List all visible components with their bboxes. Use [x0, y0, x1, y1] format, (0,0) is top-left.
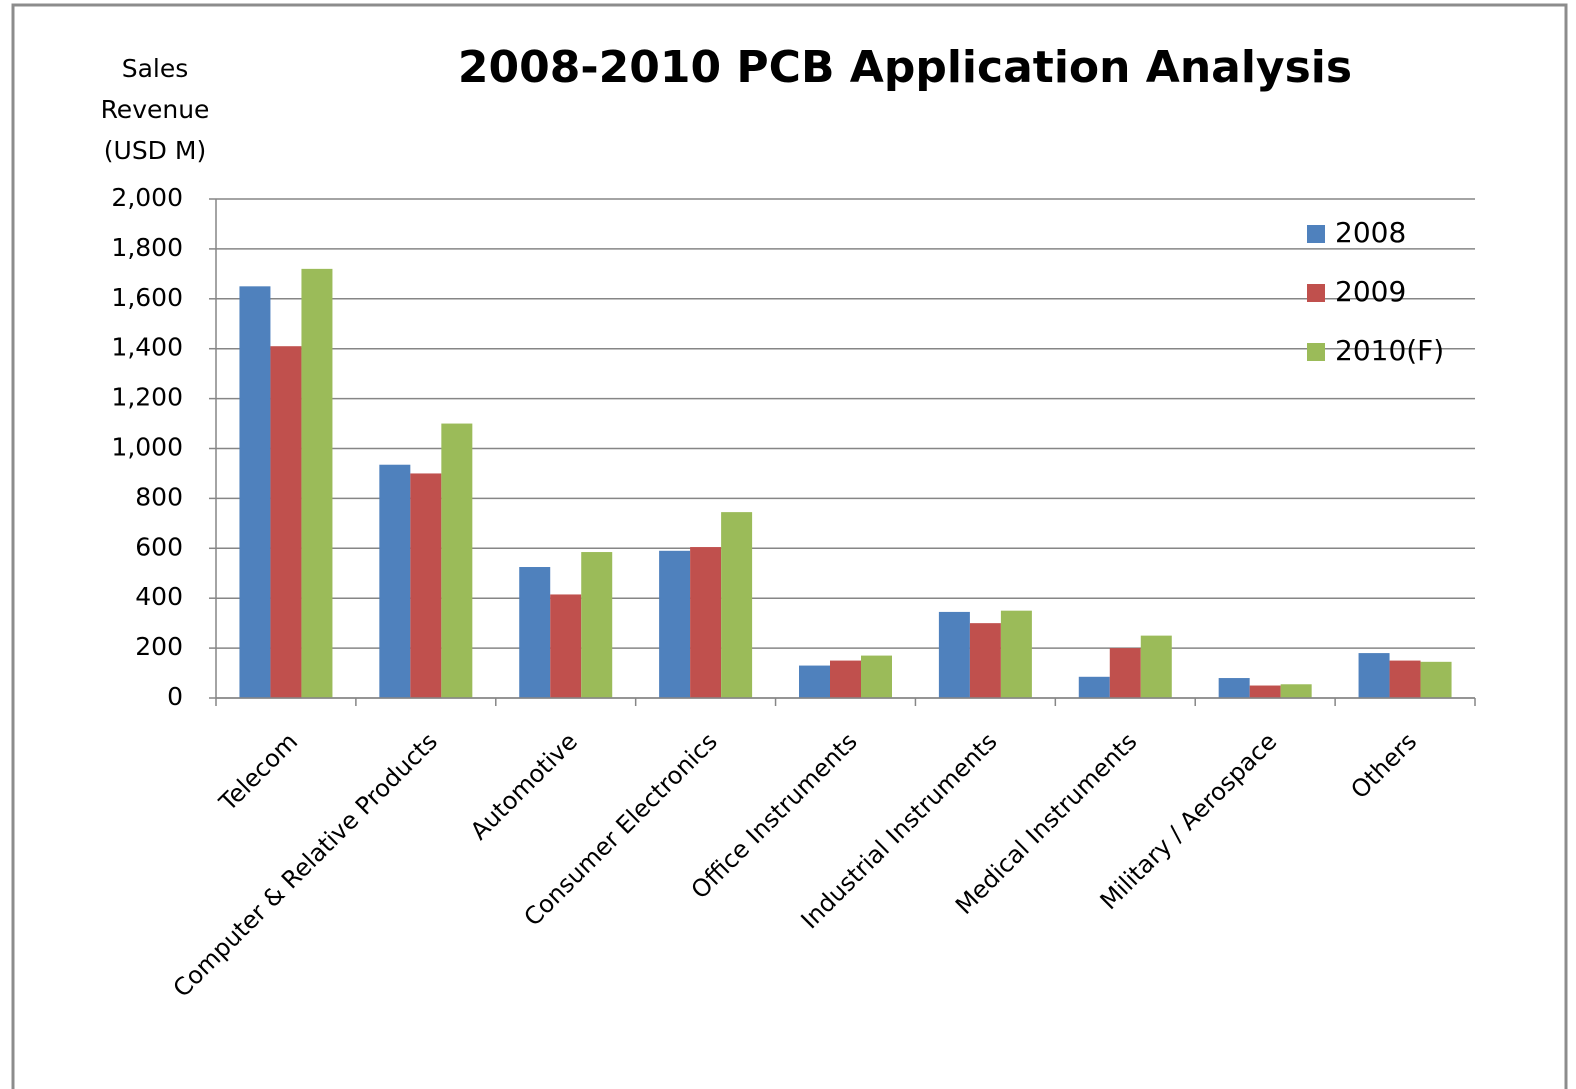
bar: [1358, 653, 1390, 698]
bar: [550, 594, 582, 698]
y-tick-label: 1,200: [111, 383, 183, 412]
legend-swatch: [1307, 284, 1325, 302]
y-tick-label: 1,400: [111, 333, 183, 362]
legend-label: 2009: [1335, 275, 1406, 308]
y-tick-label: 600: [135, 532, 183, 561]
y-tick-label: 200: [135, 632, 183, 661]
bar: [969, 623, 1001, 698]
bar: [830, 660, 861, 698]
y-tick-label: 400: [135, 582, 183, 611]
y-tick-label: 1,000: [111, 433, 183, 462]
bar: [938, 611, 970, 698]
bar: [441, 423, 473, 698]
legend-swatch: [1307, 225, 1325, 243]
bar: [1078, 676, 1110, 698]
bar: [799, 665, 830, 698]
bar: [581, 552, 613, 698]
y-tick-label: 2,000: [111, 183, 183, 212]
bar: [239, 286, 271, 698]
bar: [1000, 610, 1032, 698]
bar: [1420, 661, 1452, 698]
legend-swatch: [1307, 343, 1325, 361]
bar: [1140, 635, 1172, 698]
bar: [1280, 684, 1312, 698]
y-axis-label: Sales Revenue (USD M): [100, 54, 210, 165]
chart-title: 2008-2010 PCB Application Analysis: [458, 42, 1352, 93]
bar: [301, 268, 333, 698]
legend-label: 2008: [1335, 216, 1406, 249]
bar: [690, 547, 722, 698]
y-tick-label: 1,600: [111, 283, 183, 312]
bar: [1218, 678, 1250, 698]
y-tick-label: 0: [167, 682, 183, 711]
bar: [270, 346, 302, 698]
bar: [519, 567, 551, 698]
bar: [861, 655, 892, 698]
y-tick-label: 800: [135, 482, 183, 511]
bar: [379, 464, 411, 698]
legend-label: 2010(F): [1335, 334, 1444, 367]
y-tick-label: 1,800: [111, 233, 183, 262]
bar: [1389, 660, 1421, 698]
bar: [1109, 648, 1141, 698]
bar: [721, 512, 753, 698]
bar: [410, 473, 442, 698]
bar: [659, 550, 691, 698]
bar: [1249, 685, 1281, 698]
